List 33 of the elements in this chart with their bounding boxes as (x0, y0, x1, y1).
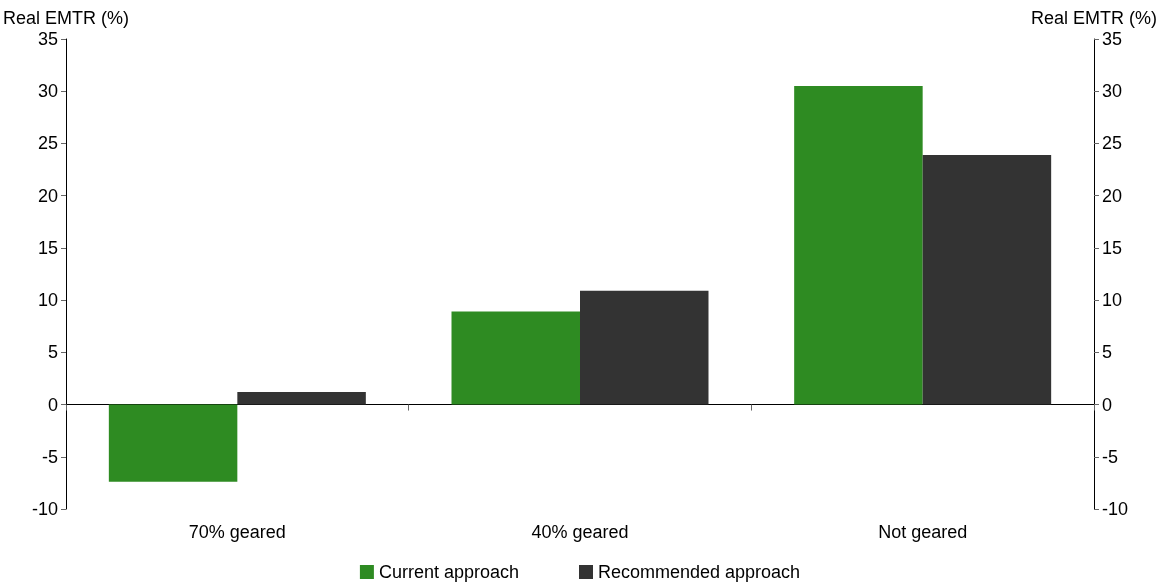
y2-tick-label: 20 (1102, 185, 1123, 206)
y2-tick-label: 5 (1102, 342, 1113, 363)
legend-label: Current approach (378, 562, 519, 582)
bar (794, 86, 923, 405)
y2-tick-label: -5 (1102, 446, 1119, 467)
y-tick-label: 15 (37, 237, 58, 258)
y2-tick-label: -10 (1102, 499, 1129, 519)
y2-tick-label: 25 (1102, 133, 1123, 154)
y2-tick-label: 10 (1102, 290, 1123, 311)
bar (237, 392, 366, 405)
y2-axis-title: Real EMTR (%) (1030, 8, 1157, 28)
y-tick-label: 5 (47, 342, 58, 363)
y-tick-label: 20 (37, 185, 58, 206)
y2-tick-label: 15 (1102, 237, 1123, 258)
y2-tick-label: 0 (1102, 394, 1113, 415)
y-tick-label: -5 (41, 446, 58, 467)
y-tick-label: -10 (31, 499, 58, 519)
y-tick-label: 35 (37, 29, 58, 49)
y-tick-label: 30 (37, 81, 58, 102)
y-tick-label: 0 (47, 394, 58, 415)
x-tick-label: Not geared (878, 522, 968, 542)
legend-label: Recommended approach (597, 562, 801, 582)
x-tick-label: 70% geared (188, 522, 286, 542)
bar (922, 154, 1052, 405)
y-axis-title: Real EMTR (%) (3, 8, 130, 28)
bar (580, 290, 709, 405)
x-tick-label: 40% geared (531, 522, 629, 542)
bar (451, 311, 580, 405)
bar (108, 404, 238, 482)
y-tick-label: 10 (37, 290, 58, 311)
y2-tick-label: 35 (1102, 29, 1123, 49)
y-tick-label: 25 (37, 133, 58, 154)
y2-tick-label: 30 (1102, 81, 1123, 102)
